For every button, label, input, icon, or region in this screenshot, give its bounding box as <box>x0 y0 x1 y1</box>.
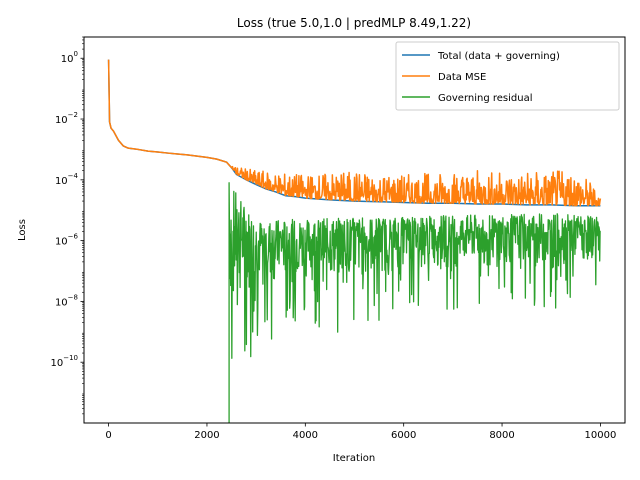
series-governing-residual-line <box>228 182 601 423</box>
y-tick-exponent: −4 <box>68 172 79 180</box>
legend-label: Governing residual <box>438 93 532 104</box>
x-tick-label: 4000 <box>293 430 318 441</box>
series-data-mse-line <box>107 59 602 207</box>
y-tick-exponent: −6 <box>68 233 79 241</box>
axes-frame <box>83 36 626 424</box>
x-tick-label: 2000 <box>194 430 219 441</box>
x-tick-label: 8000 <box>489 430 514 441</box>
chart-title: Loss (true 5.0,1.0 | predMLP 8.49,1.22) <box>237 16 471 30</box>
legend: Total (data + governing) Data MSE Governin… <box>395 41 620 111</box>
plot-area <box>107 59 602 423</box>
y-tick-exponent: −2 <box>68 111 78 119</box>
legend-box <box>395 41 620 111</box>
x-tick-label: 0 <box>105 430 111 441</box>
y-axis-label: Loss <box>17 219 28 241</box>
x-tick-label: 10000 <box>585 430 617 441</box>
x-axis: 0 2000 4000 6000 8000 10000 <box>105 423 616 441</box>
legend-label: Data MSE <box>438 72 486 83</box>
y-tick-exponent: 0 <box>74 50 78 58</box>
legend-label: Total (data + governing) <box>437 51 560 62</box>
y-tick-exponent: −8 <box>68 293 78 301</box>
x-tick-label: 6000 <box>391 430 416 441</box>
x-axis-label: Iteration <box>333 453 375 464</box>
y-tick-exponent: −10 <box>63 354 78 362</box>
